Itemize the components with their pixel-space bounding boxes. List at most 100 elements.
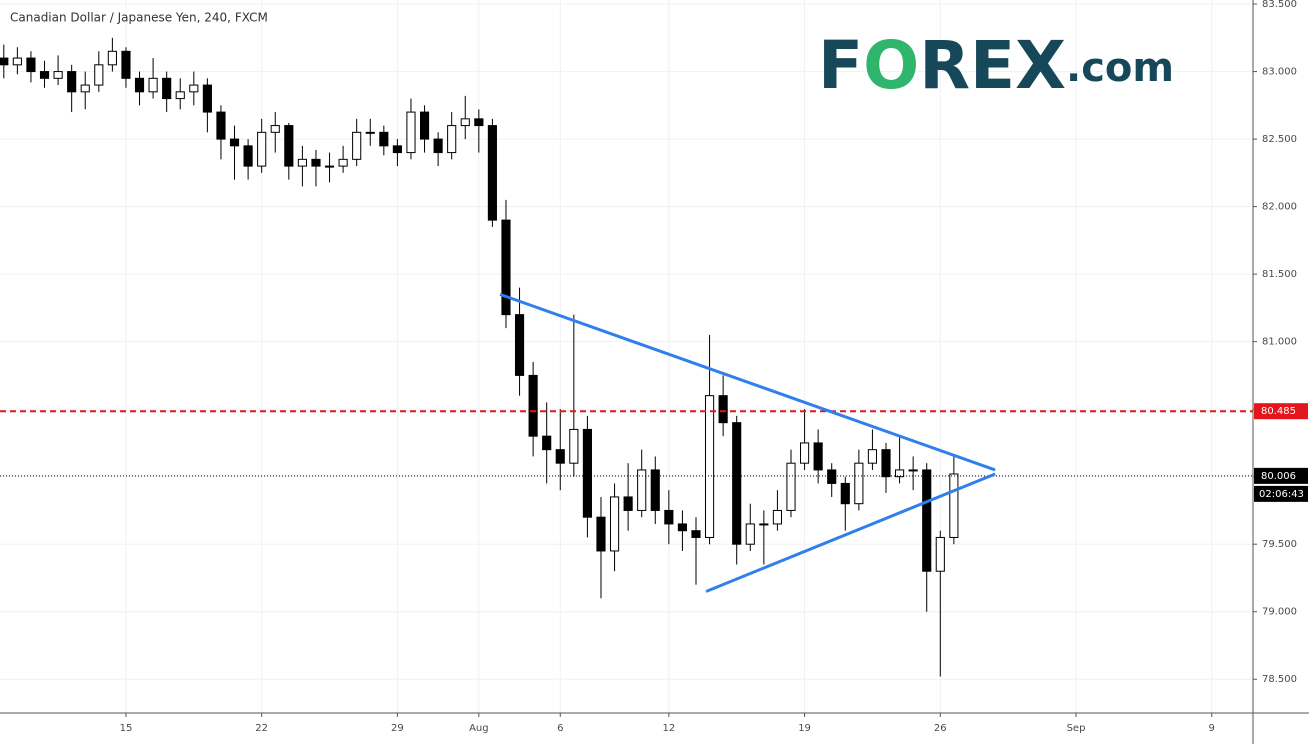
candle-body xyxy=(704,395,715,538)
candle-body xyxy=(664,509,674,525)
x-tick-label: 9 xyxy=(1209,723,1215,734)
candle-body xyxy=(460,118,470,127)
price-label-box xyxy=(1254,403,1308,420)
candle-body xyxy=(813,442,823,471)
candle-body xyxy=(582,428,592,518)
candle-body xyxy=(867,449,878,464)
trendline xyxy=(705,472,996,593)
candle-body xyxy=(908,469,918,472)
candle-body xyxy=(514,314,525,376)
candle-body xyxy=(134,77,145,93)
candle-body xyxy=(569,428,579,464)
candle-body xyxy=(799,442,810,464)
candle-body xyxy=(637,469,647,511)
candle-body xyxy=(732,422,742,545)
x-tick-label: Aug xyxy=(469,723,489,734)
x-tick-label: 29 xyxy=(391,723,404,734)
candle-body xyxy=(26,57,36,73)
x-tick-label: 22 xyxy=(255,723,268,734)
y-tick-label: 79.000 xyxy=(1262,607,1297,618)
logo: FOREX.com xyxy=(818,27,1174,104)
candle-body xyxy=(94,64,104,86)
candle-body xyxy=(745,523,755,545)
candle-body xyxy=(827,469,837,484)
trendline xyxy=(499,292,996,472)
chart-title: Canadian Dollar / Japanese Yen, 240, FXC… xyxy=(10,11,268,25)
x-tick-label: 19 xyxy=(798,723,811,734)
candle-body xyxy=(528,374,538,437)
candle-body xyxy=(650,469,660,511)
candle-body xyxy=(270,125,280,133)
candle-body xyxy=(392,145,402,154)
x-tick-label: 26 xyxy=(934,723,947,734)
candle-body xyxy=(433,138,443,154)
candle-body xyxy=(895,469,905,478)
candle-body xyxy=(949,473,959,538)
candle-body xyxy=(0,57,9,66)
y-tick-label: 81.000 xyxy=(1262,337,1297,348)
candle-body xyxy=(691,530,701,538)
candle-body xyxy=(189,84,199,93)
y-tick-label: 79.500 xyxy=(1262,539,1297,550)
candle-body xyxy=(162,77,172,100)
countdown-box xyxy=(1254,485,1308,502)
candle-body xyxy=(365,131,375,134)
candle-body xyxy=(447,125,457,154)
candle-body xyxy=(922,469,932,572)
candle-body xyxy=(759,523,769,526)
logo-part: .com xyxy=(1066,45,1174,91)
x-tick-label: 6 xyxy=(557,723,563,734)
price-label-box xyxy=(1254,467,1308,484)
plot-area xyxy=(0,37,1253,677)
candle-body xyxy=(419,111,430,140)
candle-body xyxy=(854,462,864,505)
candle-body xyxy=(555,449,565,464)
x-tick-label: 12 xyxy=(662,723,675,734)
candle-body xyxy=(324,165,335,168)
candle-body xyxy=(67,71,77,93)
candle-body xyxy=(623,496,633,511)
candle-body xyxy=(229,138,240,147)
candle-body xyxy=(609,496,620,552)
candle-body xyxy=(352,131,362,160)
candle-body xyxy=(935,536,945,572)
candle-body xyxy=(501,219,511,316)
candle-body xyxy=(474,118,484,127)
candle-body xyxy=(840,482,850,505)
y-tick-label: 78.500 xyxy=(1262,674,1297,685)
x-tick-label: Sep xyxy=(1067,723,1086,734)
countdown: 02:06:43 xyxy=(1259,489,1304,500)
y-tick-label: 82.500 xyxy=(1262,134,1297,145)
price-label: 80.006 xyxy=(1261,471,1296,482)
candle-body xyxy=(216,111,226,140)
candle-body xyxy=(542,435,552,451)
candle-body xyxy=(718,395,728,424)
candle-body xyxy=(107,50,117,66)
candle-body xyxy=(53,71,63,79)
grid xyxy=(0,0,1253,713)
y-tick-label: 83.000 xyxy=(1262,67,1297,78)
candle-body xyxy=(487,125,497,221)
candle-body xyxy=(80,84,90,93)
candle-body xyxy=(379,131,389,147)
candle-body xyxy=(148,77,158,93)
logo-part: O xyxy=(863,27,919,104)
candle-body xyxy=(881,449,891,478)
candle-body xyxy=(257,131,267,167)
candle-body xyxy=(297,158,307,167)
price-label: 80.485 xyxy=(1261,406,1296,417)
candle-body xyxy=(202,84,212,113)
candle-body xyxy=(677,523,687,532)
y-tick-label: 82.000 xyxy=(1262,202,1297,213)
y-tick-label: 83.500 xyxy=(1262,0,1297,10)
candle-body xyxy=(243,145,253,167)
candle-body xyxy=(596,516,606,552)
candle-body xyxy=(338,158,348,167)
candle-body xyxy=(406,111,416,154)
candle-body xyxy=(175,91,185,100)
x-tick-label: 15 xyxy=(120,723,133,734)
candle-body xyxy=(284,125,294,167)
y-tick-label: 81.500 xyxy=(1262,269,1297,280)
